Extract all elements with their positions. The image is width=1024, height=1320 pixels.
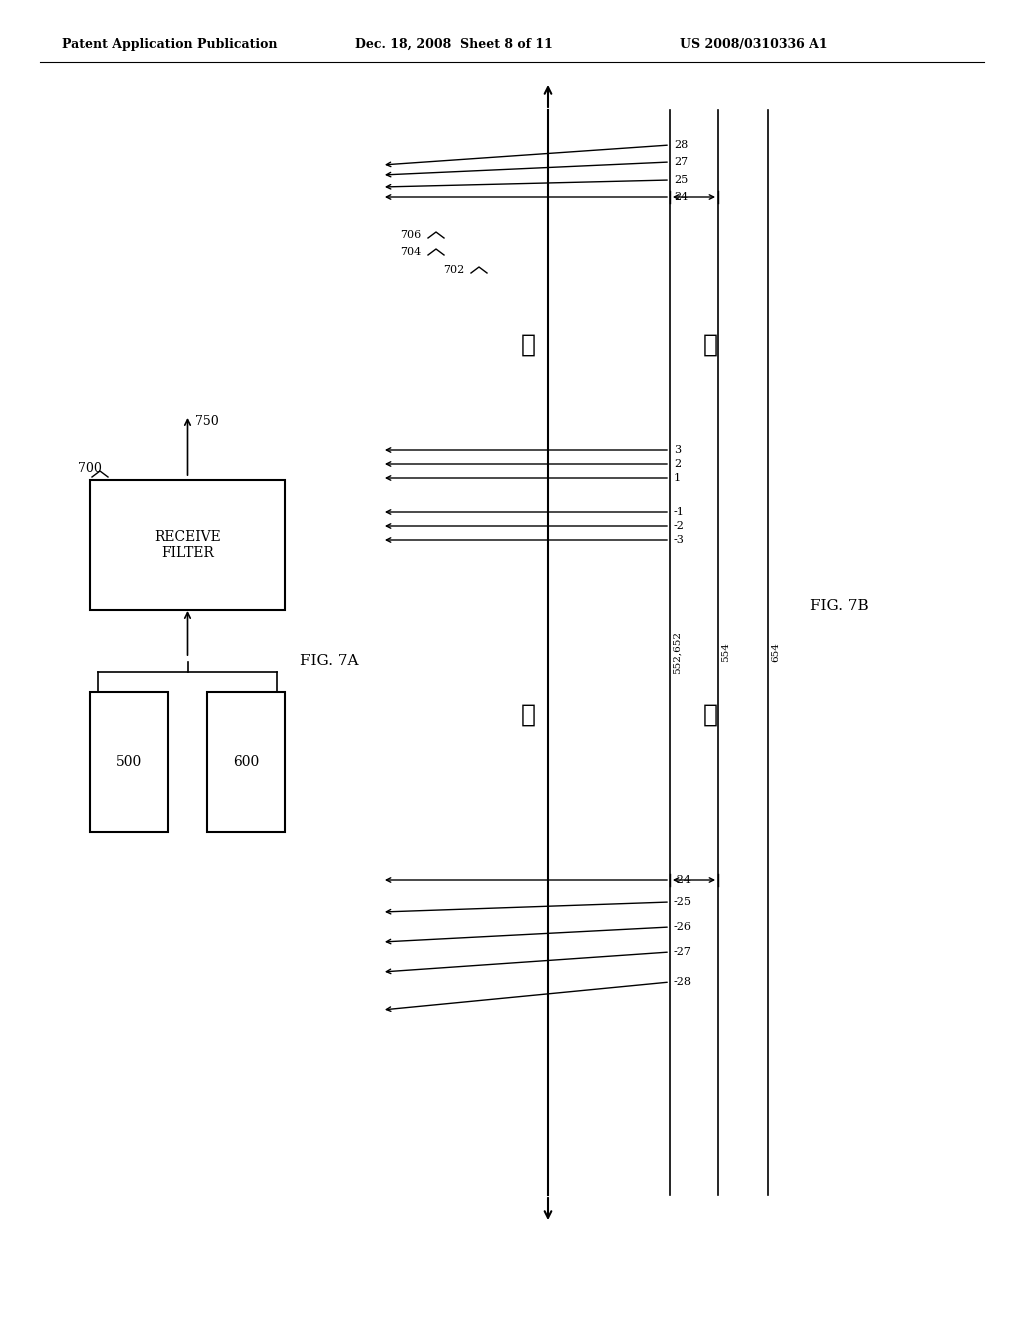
Text: -2: -2 [674, 521, 685, 531]
Text: 654: 654 [771, 643, 780, 663]
Text: FIG. 7A: FIG. 7A [300, 653, 358, 668]
Bar [207, 692, 285, 832]
Text: 552,652: 552,652 [673, 631, 682, 675]
Text: -24: -24 [674, 875, 692, 884]
Bar [90, 692, 168, 832]
Text: 700: 700 [78, 462, 101, 475]
Text: 704: 704 [400, 247, 421, 257]
Text: -26: -26 [674, 921, 692, 932]
Text: 554: 554 [721, 643, 730, 663]
Text: -28: -28 [674, 977, 692, 987]
Text: ⋯: ⋯ [702, 704, 718, 726]
Text: 750: 750 [196, 414, 219, 428]
Text: Dec. 18, 2008  Sheet 8 of 11: Dec. 18, 2008 Sheet 8 of 11 [355, 38, 553, 51]
Text: 27: 27 [674, 157, 688, 168]
Text: 24: 24 [674, 191, 688, 202]
Text: 3: 3 [674, 445, 681, 455]
Text: 600: 600 [232, 755, 259, 770]
Text: -27: -27 [674, 946, 692, 957]
Text: -25: -25 [674, 898, 692, 907]
Text: -1: -1 [674, 507, 685, 517]
Text: ⋯: ⋯ [520, 704, 536, 726]
Text: Patent Application Publication: Patent Application Publication [62, 38, 278, 51]
Text: -3: -3 [674, 535, 685, 545]
Bar [90, 480, 285, 610]
Text: 2: 2 [674, 459, 681, 469]
Text: 500: 500 [116, 755, 142, 770]
Text: 28: 28 [674, 140, 688, 150]
Text: 702: 702 [443, 265, 464, 275]
Text: US 2008/0310336 A1: US 2008/0310336 A1 [680, 38, 827, 51]
Text: RECEIVE
FILTER: RECEIVE FILTER [155, 529, 221, 560]
Text: FIG. 7B: FIG. 7B [810, 599, 868, 612]
Text: ⋯: ⋯ [520, 334, 536, 356]
Text: ⋯: ⋯ [702, 334, 718, 356]
Text: 25: 25 [674, 176, 688, 185]
Text: 1: 1 [674, 473, 681, 483]
Text: 706: 706 [400, 230, 421, 240]
